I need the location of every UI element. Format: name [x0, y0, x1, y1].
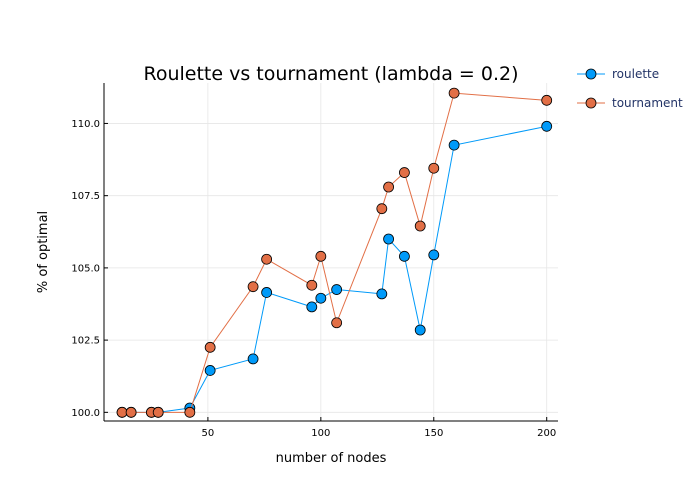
legend: roulette tournament: [577, 67, 683, 110]
data-point-tournament: [261, 253, 273, 265]
legend-label-roulette: roulette: [612, 67, 659, 81]
legend-marker-roulette: [585, 68, 597, 80]
x-tick-label: 150: [424, 428, 443, 439]
series-tournament: [116, 87, 553, 418]
y-tick-label: 110.0: [71, 119, 100, 130]
grid: [104, 83, 558, 421]
legend-label-tournament: tournament: [612, 96, 683, 110]
data-point-tournament: [184, 406, 196, 418]
y-tick-label: 107.5: [71, 191, 100, 202]
data-point-tournament: [116, 406, 128, 418]
legend-marker-tournament: [585, 97, 597, 109]
data-point-roulette: [428, 249, 440, 261]
series-line-tournament: [122, 92, 547, 413]
data-point-tournament: [247, 281, 259, 293]
data-point-tournament: [399, 167, 410, 178]
data-point-tournament: [448, 87, 460, 99]
data-point-roulette: [541, 120, 553, 132]
data-point-tournament: [414, 220, 426, 232]
data-point-roulette: [331, 284, 343, 295]
data-point-tournament: [376, 203, 388, 215]
data-point-tournament: [152, 406, 164, 418]
legend-entry-roulette: roulette: [577, 67, 659, 81]
data-point-roulette: [383, 233, 394, 245]
x-tick-label: 50: [202, 428, 215, 439]
axes: [103, 83, 558, 422]
y-tick-label: 102.5: [71, 336, 100, 347]
x-axis-label: number of nodes: [276, 451, 387, 466]
y-tick-label: 100.0: [71, 408, 100, 419]
series: [116, 87, 553, 418]
data-point-roulette: [399, 250, 410, 262]
legend-entry-tournament: tournament: [577, 96, 683, 110]
tick-labels: 50 100 150 200 100.0 102.5 105.0 107.5 110.0: [71, 119, 556, 439]
data-point-tournament: [204, 341, 216, 353]
data-point-tournament: [331, 317, 343, 329]
series-roulette: [116, 120, 553, 418]
data-point-tournament: [315, 250, 327, 262]
data-point-roulette: [448, 139, 460, 151]
data-point-tournament: [541, 94, 553, 106]
data-point-roulette: [414, 324, 426, 336]
data-point-roulette: [376, 288, 388, 300]
y-axis-label: % of optimal: [36, 211, 51, 293]
data-point-roulette: [315, 292, 327, 304]
y-tick-label: 105.0: [71, 263, 100, 274]
data-point-roulette: [247, 353, 259, 365]
data-point-tournament: [125, 406, 137, 418]
data-point-roulette: [306, 301, 318, 313]
series-line-roulette: [122, 125, 547, 413]
x-tick-label: 100: [311, 428, 330, 439]
data-point-tournament: [428, 162, 440, 174]
data-point-tournament: [306, 279, 318, 291]
chart-title: Roulette vs tournament (lambda = 0.2): [143, 63, 518, 85]
data-point-tournament: [383, 181, 394, 193]
x-tick-label: 200: [537, 428, 556, 439]
data-point-roulette: [204, 365, 216, 376]
data-point-roulette: [261, 287, 273, 298]
